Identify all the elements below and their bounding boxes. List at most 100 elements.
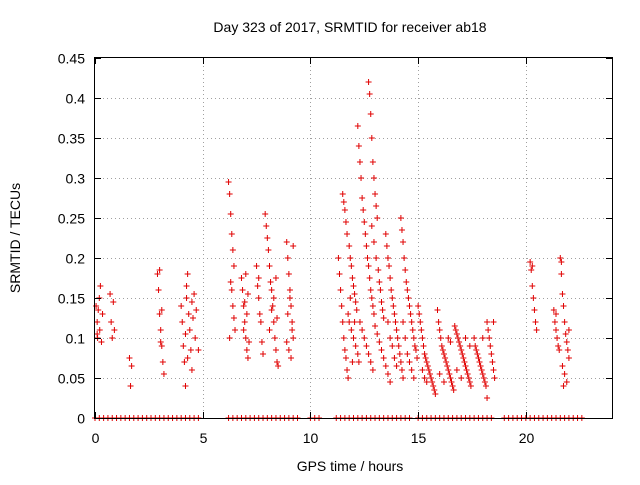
data-point <box>426 371 433 377</box>
data-point <box>436 327 443 333</box>
data-point <box>479 335 486 341</box>
data-point <box>437 335 444 341</box>
data-point <box>558 259 565 265</box>
data-point <box>410 335 417 341</box>
data-point <box>354 351 361 357</box>
data-point <box>229 303 236 309</box>
data-point <box>288 355 295 361</box>
data-point <box>377 287 384 293</box>
data-point <box>274 359 281 365</box>
data-points <box>92 79 585 421</box>
x-axis-label: GPS time / hours <box>297 458 404 474</box>
data-point <box>561 319 568 325</box>
data-point <box>227 211 234 217</box>
data-point <box>361 219 368 225</box>
data-point <box>550 307 557 313</box>
data-point <box>158 343 165 349</box>
data-point <box>461 359 468 365</box>
data-point <box>289 319 296 325</box>
data-point <box>180 343 187 349</box>
data-point <box>157 339 164 345</box>
data-point <box>408 367 415 373</box>
data-point <box>363 343 370 349</box>
data-point <box>529 263 536 269</box>
data-point <box>424 363 431 369</box>
data-point <box>243 347 250 353</box>
data-point <box>440 379 447 385</box>
data-point <box>368 295 375 301</box>
data-point <box>452 327 459 333</box>
data-point <box>347 255 354 261</box>
data-point <box>362 231 369 237</box>
data-point <box>110 299 117 305</box>
data-point <box>384 319 391 325</box>
data-point <box>420 343 427 349</box>
data-point <box>408 319 415 325</box>
data-point <box>379 307 386 313</box>
data-point <box>382 231 389 237</box>
data-point <box>487 343 494 349</box>
data-point <box>284 311 291 317</box>
data-point <box>376 339 383 345</box>
y-tick-label: 0.1 <box>66 331 86 347</box>
data-point <box>185 311 192 317</box>
data-point <box>411 343 418 349</box>
data-point <box>467 383 474 389</box>
x-tick-label: 5 <box>200 430 208 446</box>
data-point <box>240 303 247 309</box>
data-point <box>244 355 251 361</box>
data-point <box>464 371 471 377</box>
data-point <box>240 327 247 333</box>
data-point <box>375 267 382 273</box>
data-point <box>340 199 347 205</box>
data-point <box>532 319 539 325</box>
data-point <box>562 331 569 337</box>
data-point <box>339 319 346 325</box>
data-point <box>409 327 416 333</box>
data-point <box>458 375 465 381</box>
data-point <box>446 371 453 377</box>
data-point <box>368 135 375 141</box>
y-tick-label: 0.4 <box>66 91 86 107</box>
data-point <box>438 343 445 349</box>
data-point <box>226 191 233 197</box>
data-point <box>432 391 439 397</box>
data-point <box>367 359 374 365</box>
data-point <box>552 327 559 333</box>
data-point <box>390 303 397 309</box>
data-point <box>554 335 561 341</box>
data-point <box>195 347 202 353</box>
data-point <box>393 363 400 369</box>
data-point <box>350 283 357 289</box>
x-tick-label: 0 <box>92 430 100 446</box>
data-point <box>256 311 263 317</box>
data-point <box>260 351 267 357</box>
data-point <box>264 235 271 241</box>
data-point <box>472 343 479 349</box>
data-point <box>349 359 356 365</box>
y-tick-label: 0.05 <box>58 371 85 387</box>
data-point <box>268 307 275 313</box>
data-point <box>290 335 297 341</box>
data-point <box>156 267 163 273</box>
data-point <box>267 279 274 285</box>
data-point <box>285 271 292 277</box>
data-point <box>184 355 191 361</box>
data-point <box>369 159 376 165</box>
data-point <box>456 339 463 345</box>
data-point <box>412 347 419 353</box>
data-point <box>551 319 558 325</box>
data-point <box>419 367 426 373</box>
data-point <box>97 283 104 289</box>
data-point <box>358 175 365 181</box>
data-point <box>425 367 432 373</box>
data-point <box>450 387 457 393</box>
axis-ticks: 0 0.05 0.1 0.15 0.2 0.25 0.3 0.35 0.4 0.45 0 5 10 15 2… <box>58 51 612 446</box>
data-point <box>365 263 372 269</box>
data-point <box>445 335 452 341</box>
data-point <box>448 379 455 385</box>
data-point <box>272 347 279 353</box>
data-point <box>352 299 359 305</box>
data-point <box>430 383 437 389</box>
